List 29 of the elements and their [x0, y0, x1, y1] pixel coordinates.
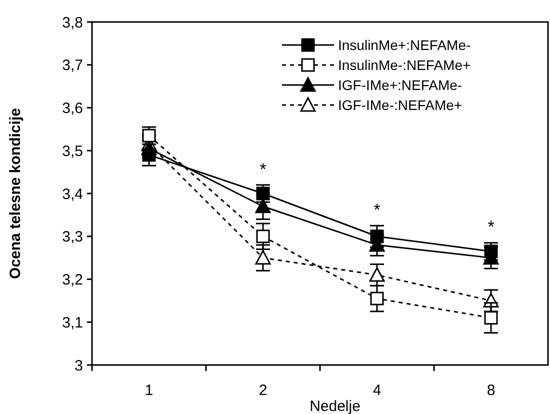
x-tick-label: 4 [372, 382, 382, 399]
legend-label: InsulinMe-:NEFAMe+ [338, 56, 471, 73]
point [484, 311, 498, 325]
y-tick-label: 3,2 [62, 272, 83, 288]
y-tick-label: 3,8 [62, 14, 83, 32]
point [370, 230, 384, 244]
y-tick-label: 3 [74, 357, 83, 374]
y-tick-label: 3,1 [62, 314, 83, 332]
y-axis-title: Ocena telesne kondicije [7, 108, 24, 279]
point [369, 267, 385, 282]
y-tick-label: 3,5 [62, 142, 83, 160]
annotation: * [374, 200, 381, 220]
annotation: * [488, 218, 495, 237]
x-tick-label: 1 [144, 382, 154, 399]
y-tick-label: 3,4 [62, 186, 83, 203]
point [255, 250, 271, 265]
x-tick-label: 2 [258, 382, 268, 399]
legend-label: IGF-IMe-:NEFAMe+ [338, 96, 462, 113]
legend-label: IGF-IMe+:NEFAMe- [338, 76, 462, 93]
y-tick-label: 3,3 [62, 228, 83, 246]
y-tick-label: 3,7 [62, 57, 83, 74]
y-tick-label: 3,6 [62, 100, 83, 117]
legend-label: InsulinMe+:NEFAMe- [338, 36, 471, 53]
point [256, 230, 270, 244]
point [255, 198, 271, 214]
x-axis-title: Nedelje [310, 398, 360, 414]
x-tick-label: 8 [486, 382, 496, 399]
point [370, 292, 384, 306]
annotation: * [260, 160, 267, 179]
